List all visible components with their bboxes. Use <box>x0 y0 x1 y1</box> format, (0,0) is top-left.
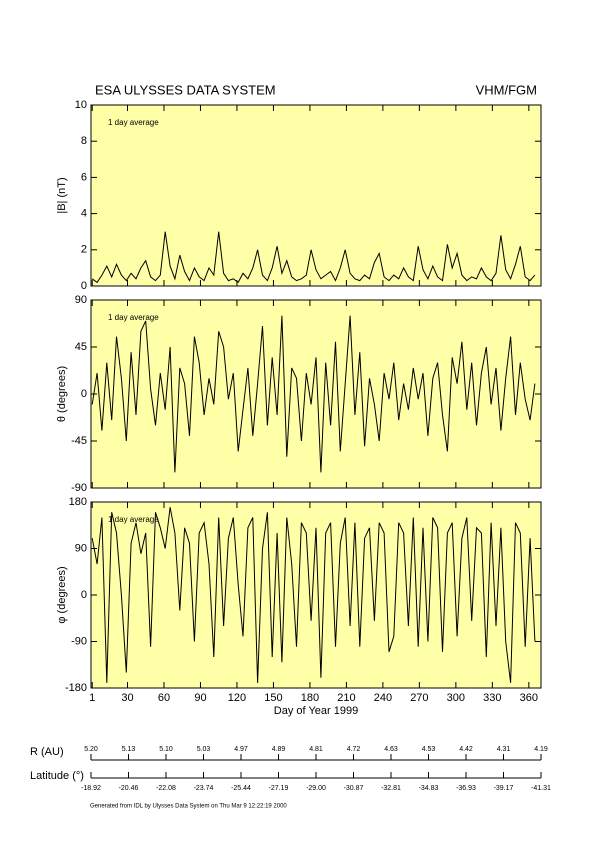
y-tick-label: -90 <box>71 635 87 647</box>
x-tick-label: 300 <box>447 692 465 704</box>
x-tick-label: 360 <box>520 692 538 704</box>
x-tick-label: 150 <box>264 692 282 704</box>
x-tick-label: 60 <box>158 692 170 704</box>
annotation: 1 day average <box>108 313 159 322</box>
lat-value: -29.00 <box>306 785 326 792</box>
y-tick-label: -90 <box>71 482 87 494</box>
y-tick-label: 4 <box>81 208 87 220</box>
lat-value: -25.44 <box>231 785 251 792</box>
y-tick-label: 180 <box>69 496 87 508</box>
r-value: 5.10 <box>159 746 173 753</box>
x-tick-label: 90 <box>194 692 206 704</box>
data-line <box>91 231 536 284</box>
lat-value: -32.81 <box>381 785 401 792</box>
y-tick-label: 0 <box>81 589 87 601</box>
y-tick-label: 10 <box>75 99 87 111</box>
y-axis-label: θ (degrees) <box>56 366 68 422</box>
y-tick-label: -45 <box>71 435 87 447</box>
lat-value: -34.83 <box>419 785 439 792</box>
x-tick-label: 330 <box>483 692 501 704</box>
x-tick-label: 180 <box>301 692 319 704</box>
r-value: 5.03 <box>197 746 211 753</box>
lat-value: -20.46 <box>119 785 139 792</box>
title: ESA ULYSSES DATA SYSTEM <box>95 82 276 97</box>
x-tick-label: 270 <box>410 692 428 704</box>
x-tick-label: 30 <box>121 692 133 704</box>
lat-value: -23.74 <box>194 785 214 792</box>
r-value: 5.13 <box>122 746 136 753</box>
x-tick-label: 120 <box>228 692 246 704</box>
x-tick-label: 240 <box>374 692 392 704</box>
lat-value: -41.31 <box>531 785 551 792</box>
r-value: 4.97 <box>234 746 248 753</box>
data-line <box>91 507 536 683</box>
instrument: VHM/FGM <box>476 82 537 97</box>
y-tick-label: 0 <box>81 280 87 292</box>
lat-value: -39.17 <box>494 785 514 792</box>
lat-value: -22.08 <box>156 785 176 792</box>
y-tick-label: 2 <box>81 244 87 256</box>
x-axis-label: Day of Year 1999 <box>274 705 358 717</box>
r-value: 4.63 <box>384 746 398 753</box>
y-tick-label: 8 <box>81 135 87 147</box>
r-value: 5.20 <box>84 746 98 753</box>
y-axis-label: φ (degrees) <box>56 566 68 623</box>
y-tick-label: 6 <box>81 171 87 183</box>
lat-value: -18.92 <box>81 785 101 792</box>
lat-value: -36.93 <box>456 785 476 792</box>
lat-label: Latitude (°) <box>30 770 84 782</box>
lat-value: -27.19 <box>269 785 289 792</box>
plot-background <box>90 104 542 287</box>
data-line <box>91 315 536 473</box>
y-tick-label: 45 <box>75 341 87 353</box>
y-tick-label: 0 <box>81 388 87 400</box>
annotation: 1 day average <box>108 118 159 127</box>
r-value: 4.19 <box>534 746 548 753</box>
footer: Generated from IDL by Ulysses Data Syste… <box>90 804 287 810</box>
x-tick-label: 210 <box>337 692 355 704</box>
r-value: 4.72 <box>347 746 361 753</box>
r-value: 4.53 <box>422 746 436 753</box>
y-tick-label: 90 <box>75 542 87 554</box>
r-value: 4.81 <box>309 746 323 753</box>
y-tick-label: -180 <box>65 682 87 694</box>
r-label: R (AU) <box>30 746 64 758</box>
r-value: 4.42 <box>459 746 473 753</box>
y-axis-label: |B| (nT) <box>56 177 68 213</box>
lat-value: -30.87 <box>344 785 364 792</box>
r-value: 4.31 <box>497 746 511 753</box>
y-tick-label: 90 <box>75 294 87 306</box>
annotation: 1 day average <box>108 515 159 524</box>
x-tick-label: 1 <box>89 692 95 704</box>
r-value: 4.89 <box>272 746 286 753</box>
